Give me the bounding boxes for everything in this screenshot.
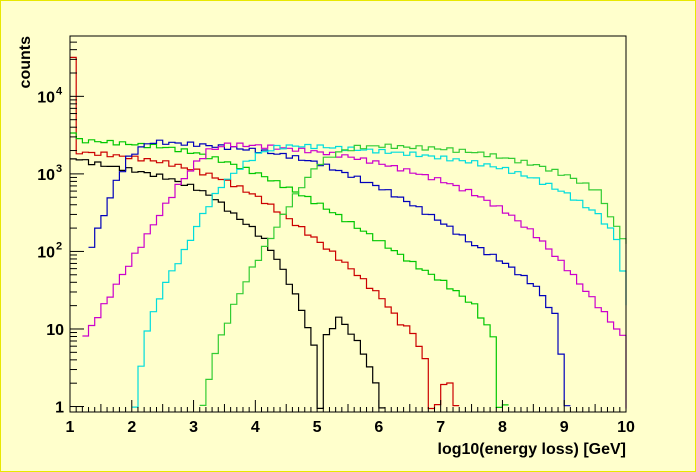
- y-tick-exponent: 2: [56, 240, 62, 252]
- x-tick-label: 9: [560, 419, 569, 436]
- y-tick-exponent: 4: [56, 85, 63, 97]
- y-tick-label: 10: [37, 89, 55, 106]
- histogram-series-4: [88, 139, 571, 407]
- x-tick-label: 2: [127, 419, 136, 436]
- y-tick-label: 10: [37, 167, 55, 184]
- histogram-series-3: [70, 132, 509, 408]
- x-tick-label: 3: [189, 419, 198, 436]
- x-tick-label: 1: [66, 419, 75, 436]
- y-tick-label: 10: [46, 322, 64, 339]
- x-tick-label: 4: [251, 419, 260, 436]
- y-tick-label: 1: [55, 400, 64, 417]
- x-tick-label: 6: [374, 419, 383, 436]
- x-tick-label: 10: [617, 419, 635, 436]
- histogram-series-2: [70, 56, 460, 410]
- series-layer: [70, 56, 627, 410]
- histogram-series-7: [199, 143, 627, 406]
- y-tick-label: 10: [37, 244, 55, 261]
- x-tick-label: 5: [313, 419, 322, 436]
- plot-area-frame: [69, 35, 627, 413]
- histogram-series-5: [82, 142, 627, 409]
- histogram-series-6: [131, 143, 627, 408]
- y-axis-title: counts: [17, 36, 34, 89]
- x-axis-title: log10(energy loss) [GeV]: [438, 441, 627, 458]
- y-tick-exponent: 3: [56, 163, 62, 175]
- x-tick-label: 8: [498, 419, 507, 436]
- x-tick-label: 7: [436, 419, 445, 436]
